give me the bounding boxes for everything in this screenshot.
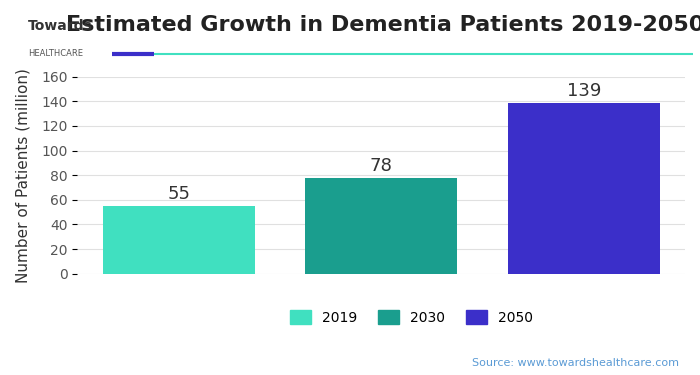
Bar <box>103 206 255 274</box>
Y-axis label: Number of Patients (million): Number of Patients (million) <box>15 68 30 283</box>
Text: HEALTHCARE: HEALTHCARE <box>28 49 83 58</box>
Text: 78: 78 <box>370 157 393 175</box>
Text: 55: 55 <box>167 185 190 203</box>
Text: Estimated Growth in Dementia Patients 2019-2050: Estimated Growth in Dementia Patients 20… <box>66 15 700 35</box>
Legend: 2019, 2030, 2050: 2019, 2030, 2050 <box>285 304 538 330</box>
Text: 139: 139 <box>566 81 601 99</box>
Bar <box>508 103 659 274</box>
Text: Source: www.towardshealthcare.com: Source: www.towardshealthcare.com <box>472 357 679 368</box>
Text: Towards: Towards <box>28 19 92 33</box>
Bar <box>305 178 457 274</box>
